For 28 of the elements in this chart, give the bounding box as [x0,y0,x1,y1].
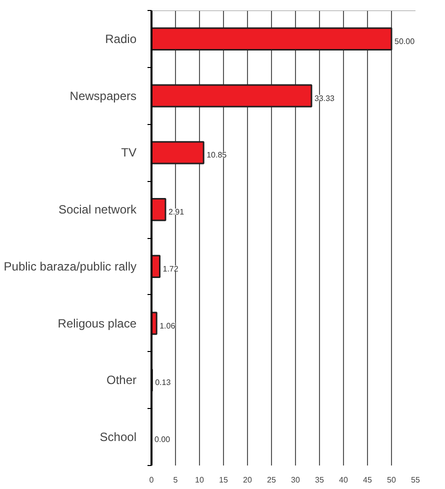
data-label: 0.13 [155,378,172,388]
y-tick-label: Public baraza/public rally [4,259,136,274]
y-tick-label: Religous place [58,316,137,330]
data-label: 10.85 [206,150,228,160]
data-label: 33.33 [314,94,336,103]
x-tick-label: 40 [339,476,348,484]
data-label: 1.06 [160,321,176,330]
x-tick-label: 15 [219,476,228,484]
data-label: 1.72 [162,264,179,274]
x-tick-label: 10 [195,476,204,484]
y-tick-label: Radio [105,32,137,46]
data-label: 50.00 [394,36,416,46]
y-tick-label: Social network [58,202,138,217]
x-tick-label: 5 [173,476,178,484]
x-tick-label: 25 [267,476,276,484]
y-tick-label: TV [121,146,137,160]
x-tick-label: 30 [291,476,300,484]
x-tick-label: 35 [315,476,324,484]
data-label: 2.91 [168,208,185,217]
x-tick-label: 55 [411,476,420,484]
x-tick-label: 20 [243,476,252,484]
y-tick-label: Other [106,373,137,388]
x-tick-label: 50 [387,476,396,484]
x-tick-label: 45 [363,476,372,484]
data-label: 0.00 [154,435,171,444]
y-tick-label: School [100,430,137,444]
x-tick-label: 0 [149,476,154,484]
y-tick-label: Newspapers [70,88,137,103]
